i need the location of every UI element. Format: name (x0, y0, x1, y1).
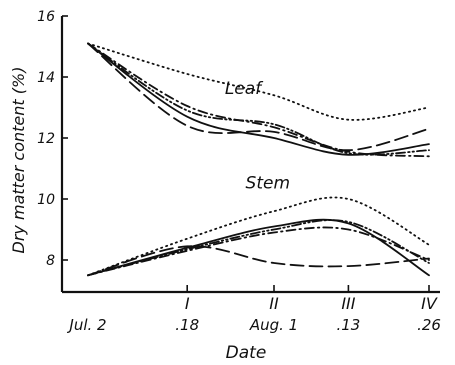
x-tick-label: Aug. 1 (249, 316, 298, 334)
leaf-dotted-line (87, 42, 430, 121)
axes (60, 16, 440, 294)
y-tick-label: 14 (37, 70, 55, 86)
x-tick-roman: I (185, 294, 190, 313)
y-tick-label: 16 (37, 9, 55, 25)
x-ticks: Jul. 2 I .18 II Aug. 1 III .13 IV .26 (66, 285, 441, 334)
leaf-dashdotdot-line (87, 42, 430, 156)
x-tick-roman: IV (421, 294, 438, 313)
group-label-leaf: Leaf (225, 79, 264, 99)
leaf-solid-line (87, 42, 430, 156)
stem-dotted-line (87, 196, 430, 277)
x-tick-label: .13 (336, 316, 360, 334)
x-tick-roman: II (269, 294, 279, 313)
leaf-dashed-line (87, 42, 430, 152)
y-tick-label: 12 (37, 131, 55, 147)
x-tick-label: .26 (417, 316, 441, 334)
stem-solid-line (87, 218, 430, 277)
y-ticks: 8 10 12 14 16 (37, 9, 68, 269)
x-tick-label: Jul. 2 (66, 316, 106, 334)
group-label-stem: Stem (246, 173, 290, 193)
leaf-dashdot-line (87, 42, 430, 158)
stem-dashdot-line (87, 226, 430, 277)
stem-dashed-line (87, 245, 430, 277)
x-tick-label: .18 (175, 316, 199, 334)
x-axis-label: Date (226, 343, 267, 363)
x-tick-roman: III (341, 294, 355, 313)
y-tick-label: 8 (46, 253, 55, 269)
y-axis-label: Dry matter content (%) (9, 67, 28, 254)
stem-dashdotdot-line (87, 219, 430, 277)
group-labels: Leaf Stem (225, 79, 290, 194)
y-tick-label: 10 (37, 192, 55, 208)
curves (87, 42, 430, 277)
